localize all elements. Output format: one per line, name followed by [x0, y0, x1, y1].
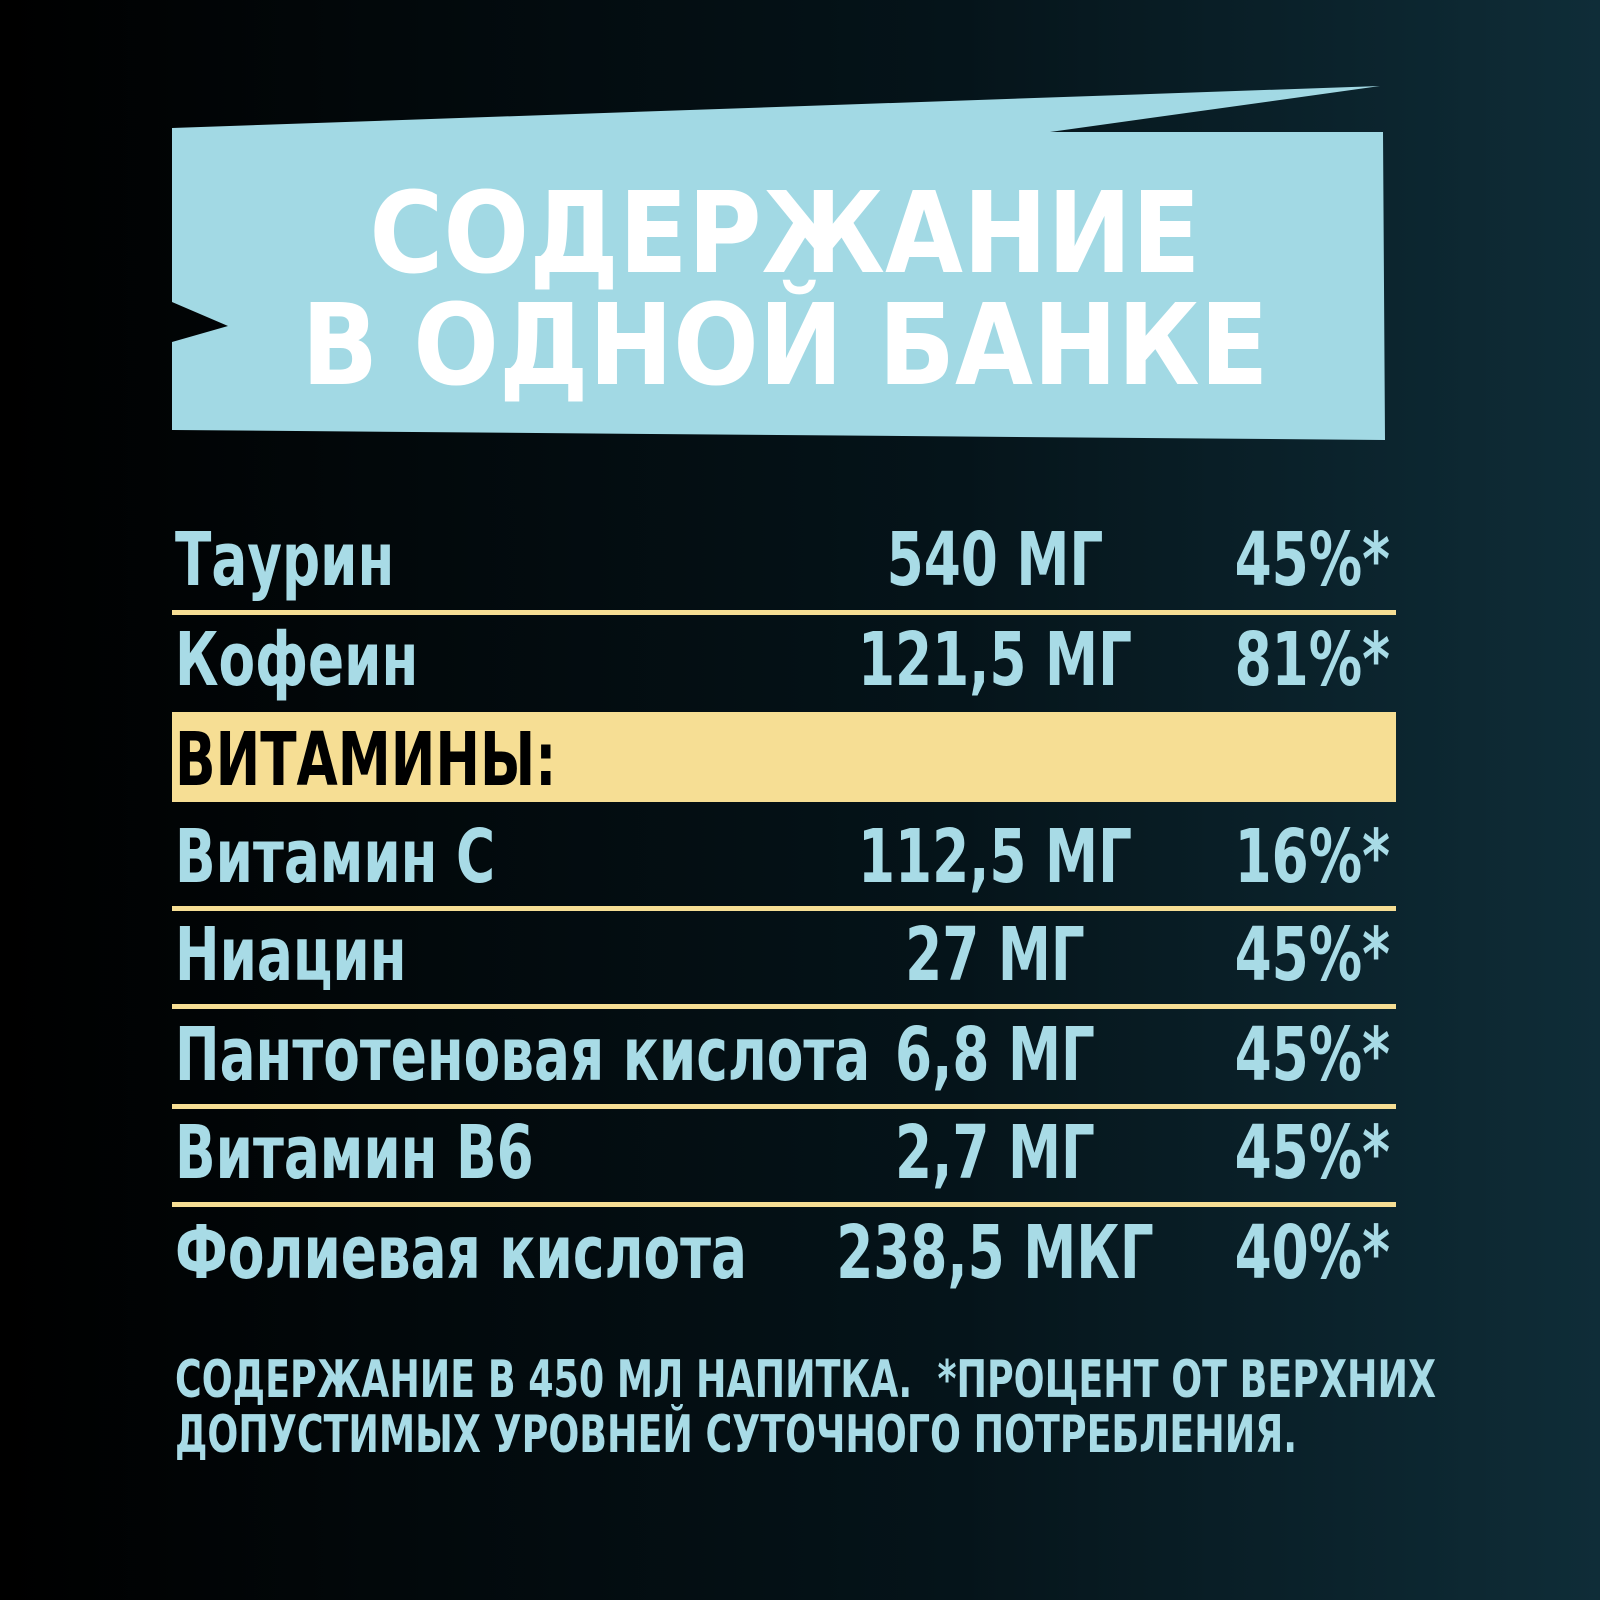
footnote-line: ДОПУСТИМЫХ УРОВНЕЙ СУТОЧНОГО ПОТРЕБЛЕНИЯ… — [175, 1404, 1297, 1465]
nutrient-name: Пантотеновая кислота — [175, 1012, 870, 1098]
nutrient-percent: 40%* — [1235, 1210, 1390, 1296]
row-divider — [172, 1202, 1396, 1207]
nutrient-amount: 238,5 МКГ — [836, 1210, 1154, 1296]
title-line: СОДЕРЖАНИЕ — [369, 169, 1200, 299]
row-divider — [172, 610, 1396, 615]
nutrient-name: Витамин В6 — [175, 1110, 534, 1196]
title-banner — [172, 86, 1385, 440]
section-title: ВИТАМИНЫ: — [175, 717, 556, 803]
title-line: В ОДНОЙ БАНКЕ — [301, 279, 1268, 411]
nutrient-percent: 45%* — [1235, 1012, 1390, 1098]
nutrient-name: Кофеин — [175, 617, 418, 703]
nutrient-percent: 45%* — [1235, 517, 1390, 603]
nutrient-amount: 540 МГ — [887, 517, 1104, 603]
nutrient-name: Ниацин — [175, 912, 407, 998]
row-divider — [172, 906, 1396, 911]
footnote-line: СОДЕРЖАНИЕ В 450 МЛ НАПИТКА. *ПРОЦЕНТ ОТ… — [175, 1350, 1436, 1410]
nutrient-percent: 16%* — [1235, 814, 1390, 900]
nutrient-amount: 2,7 МГ — [895, 1110, 1095, 1196]
nutrient-amount: 121,5 МГ — [858, 617, 1132, 703]
nutrient-amount: 112,5 МГ — [858, 814, 1132, 900]
nutrient-name: Фолиевая кислота — [175, 1210, 747, 1296]
nutrient-percent: 45%* — [1235, 912, 1390, 998]
nutrient-amount: 27 МГ — [905, 912, 1085, 998]
row-divider — [172, 1104, 1396, 1109]
section-band — [172, 712, 1396, 802]
row-divider — [172, 1004, 1396, 1009]
nutrient-name: Таурин — [175, 517, 394, 603]
nutrient-percent: 45%* — [1235, 1110, 1390, 1196]
nutrient-percent: 81%* — [1235, 617, 1390, 703]
nutrient-name: Витамин С — [175, 814, 495, 900]
nutrient-amount: 6,8 МГ — [895, 1012, 1095, 1098]
